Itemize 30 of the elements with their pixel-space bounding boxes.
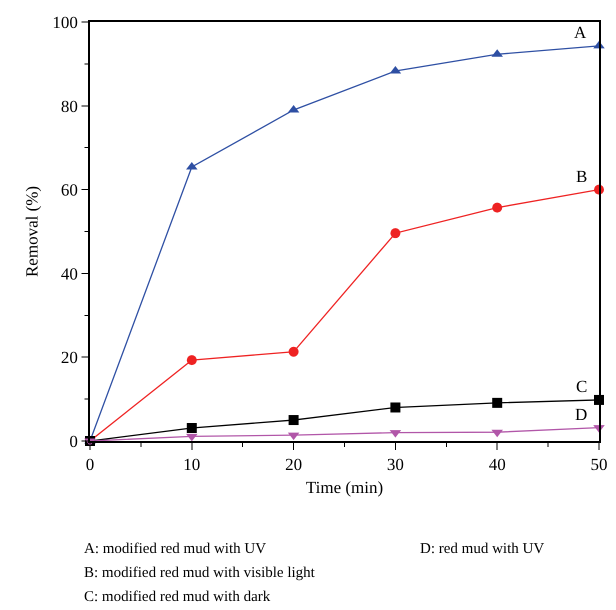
x-tick-label: 50 (590, 455, 608, 474)
series-label: A (574, 23, 587, 42)
point (288, 415, 299, 426)
x-tick-label: 0 (86, 455, 94, 474)
series-label: C (576, 377, 588, 396)
text: B: modified red mud with visible light (84, 565, 316, 581)
series-label: D (575, 405, 588, 424)
point (390, 402, 400, 412)
y-tick-label: 20 (60, 348, 78, 368)
y-tick-label: 0 (69, 432, 78, 451)
point (492, 398, 502, 408)
y-tick-label: 40 (60, 264, 78, 284)
series-label: B (576, 167, 588, 186)
text: C: modified red mud with dark (84, 589, 271, 605)
y-tick-label: 60 (60, 180, 78, 200)
point (492, 202, 502, 213)
x-tick-label: 20 (285, 455, 302, 474)
text: A: modified red mud with UV (84, 541, 266, 557)
point (288, 346, 299, 357)
y-tick-label: 80 (60, 96, 78, 116)
point (390, 228, 400, 238)
x-axis-title: Time (min) (306, 478, 384, 498)
x-tick-label: 30 (386, 455, 404, 474)
y-axis-title: Removal (%) (22, 186, 42, 278)
point (186, 423, 197, 434)
x-tick-label: 40 (488, 455, 506, 474)
x-tick-label: 10 (183, 455, 200, 474)
point (186, 355, 197, 366)
y-tick-label: 100 (52, 12, 78, 32)
text: D: red mud with UV (420, 541, 544, 557)
